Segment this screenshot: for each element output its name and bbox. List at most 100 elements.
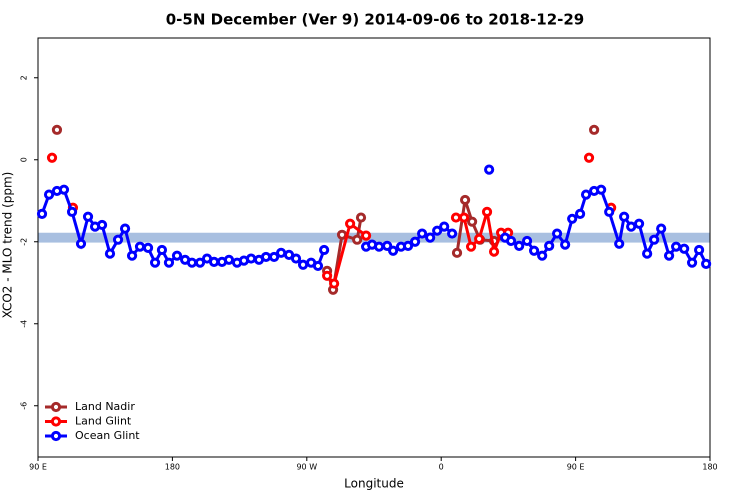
x-tick-label: 90 E bbox=[567, 463, 585, 472]
data-point bbox=[450, 212, 462, 223]
data-point bbox=[596, 184, 607, 195]
data-point bbox=[322, 270, 333, 281]
data-point bbox=[686, 257, 698, 268]
y-tick-label: 2 bbox=[20, 75, 29, 80]
y-tick-label: -2 bbox=[20, 238, 29, 246]
data-point bbox=[465, 241, 477, 252]
data-point bbox=[276, 247, 287, 258]
data-point bbox=[514, 240, 525, 251]
legend-label: Ocean Glint bbox=[75, 429, 140, 442]
legend-marker bbox=[50, 401, 62, 413]
data-point bbox=[163, 257, 175, 268]
data-point bbox=[104, 248, 116, 259]
data-point bbox=[134, 241, 146, 252]
data-point bbox=[560, 239, 571, 250]
data-point bbox=[82, 211, 94, 222]
data-point bbox=[474, 233, 485, 244]
data-point bbox=[96, 219, 108, 231]
data-point bbox=[642, 248, 653, 259]
x-tick-label: 0 bbox=[439, 463, 444, 472]
data-point bbox=[649, 234, 660, 245]
data-point bbox=[589, 124, 600, 135]
data-point bbox=[58, 184, 70, 195]
data-point bbox=[194, 257, 206, 268]
data-point bbox=[260, 251, 272, 263]
data-point bbox=[439, 221, 450, 232]
data-point bbox=[505, 235, 517, 247]
data-point bbox=[679, 243, 690, 254]
data-point bbox=[268, 251, 280, 263]
data-point bbox=[345, 218, 356, 229]
y-axis-label: XCO2 - MLO trend (ppm) bbox=[1, 172, 15, 319]
x-tick-label: 180 bbox=[165, 463, 180, 472]
data-point bbox=[336, 229, 348, 240]
data-point bbox=[484, 164, 495, 175]
data-point bbox=[75, 238, 87, 249]
x-tick-label: 90 W bbox=[296, 463, 317, 472]
data-point bbox=[432, 225, 443, 236]
x-tick-label: 180 bbox=[702, 463, 717, 472]
data-point bbox=[626, 221, 637, 232]
x-axis-label: Longitude bbox=[344, 477, 404, 491]
data-point bbox=[329, 278, 340, 289]
data-point bbox=[633, 218, 645, 229]
data-point bbox=[619, 211, 630, 222]
data-point bbox=[663, 250, 675, 261]
chart-title: 0-5N December (Ver 9) 2014-09-06 to 2018… bbox=[166, 11, 585, 29]
data-point bbox=[51, 124, 63, 135]
data-point bbox=[36, 208, 48, 219]
data-point bbox=[459, 194, 471, 206]
data-point bbox=[528, 245, 540, 256]
data-point bbox=[352, 234, 363, 245]
data-point bbox=[567, 213, 578, 224]
data-point bbox=[701, 258, 712, 269]
x-tick-label: 90 E bbox=[29, 463, 47, 472]
data-point bbox=[382, 240, 393, 251]
data-point bbox=[604, 206, 615, 217]
data-point bbox=[447, 228, 458, 239]
data-point bbox=[481, 206, 493, 217]
reference-band bbox=[38, 232, 710, 243]
data-point bbox=[223, 254, 235, 265]
legend-label: Land Nadir bbox=[75, 400, 135, 413]
data-point bbox=[66, 206, 78, 217]
data-point bbox=[112, 234, 124, 245]
data-point bbox=[458, 212, 470, 223]
data-point bbox=[388, 245, 399, 256]
data-point bbox=[467, 216, 478, 227]
data-point bbox=[580, 189, 592, 200]
data-point bbox=[149, 257, 161, 268]
y-tick-label: 0 bbox=[20, 157, 29, 162]
data-point bbox=[583, 152, 595, 163]
data-point bbox=[186, 257, 198, 268]
data-point bbox=[46, 152, 58, 163]
data-point bbox=[614, 238, 625, 249]
data-point bbox=[402, 240, 414, 251]
data-point bbox=[290, 253, 302, 264]
series-line bbox=[327, 130, 594, 290]
data-point bbox=[126, 250, 138, 261]
data-point bbox=[551, 228, 563, 239]
data-point bbox=[208, 256, 220, 267]
data-point bbox=[693, 244, 705, 256]
data-point bbox=[245, 253, 257, 264]
data-point bbox=[319, 244, 330, 256]
plot-frame bbox=[37, 37, 711, 458]
legend-label: Land Glint bbox=[75, 415, 132, 428]
data-point bbox=[521, 235, 533, 247]
data-point bbox=[373, 241, 385, 252]
data-point bbox=[537, 250, 548, 261]
data-point bbox=[43, 189, 55, 200]
data-point bbox=[312, 260, 324, 272]
data-point bbox=[488, 246, 500, 257]
data-point bbox=[297, 259, 309, 270]
data-point bbox=[425, 232, 436, 243]
data-point bbox=[544, 240, 555, 251]
data-point bbox=[142, 242, 154, 254]
data-point bbox=[409, 236, 421, 247]
data-point bbox=[574, 208, 586, 219]
data-point bbox=[416, 228, 428, 239]
